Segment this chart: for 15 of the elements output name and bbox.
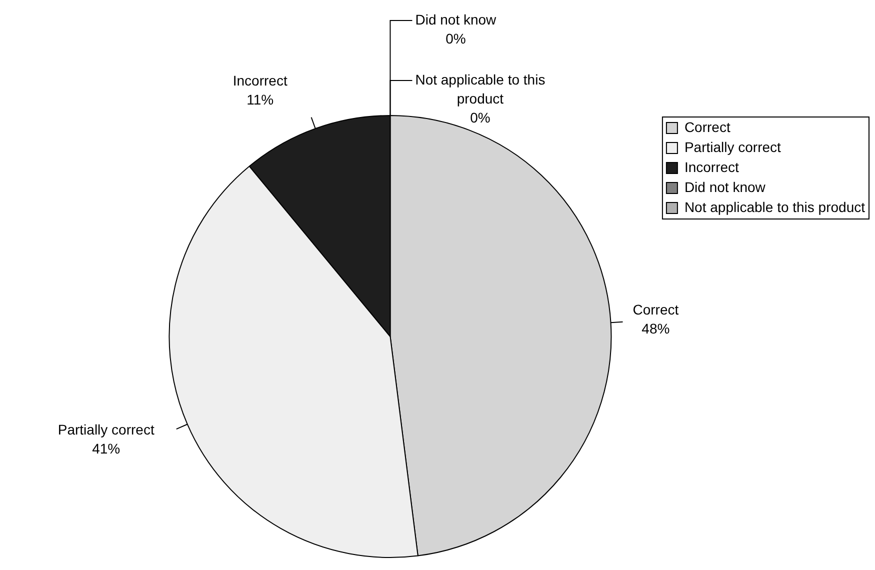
category-label: Did not know <box>415 11 496 28</box>
data-label: 11% <box>246 91 274 108</box>
legend-label: Not applicable to this product <box>684 198 866 215</box>
legend-label: Partially correct <box>684 138 782 155</box>
data-label: 41% <box>92 440 120 457</box>
slice-label: Incorrect <box>232 72 288 88</box>
slice-label: Partially correct <box>58 422 154 438</box>
text: 0% <box>446 30 466 46</box>
category-label: Not applicable to this product <box>415 71 546 106</box>
legend-label: Incorrect <box>684 158 740 175</box>
text: 0% <box>470 109 490 126</box>
legend-label: Correct <box>684 118 730 135</box>
data-label: 48% <box>642 320 670 336</box>
slice-label: Correct <box>632 301 679 318</box>
legend-label: Did not know <box>684 178 766 195</box>
